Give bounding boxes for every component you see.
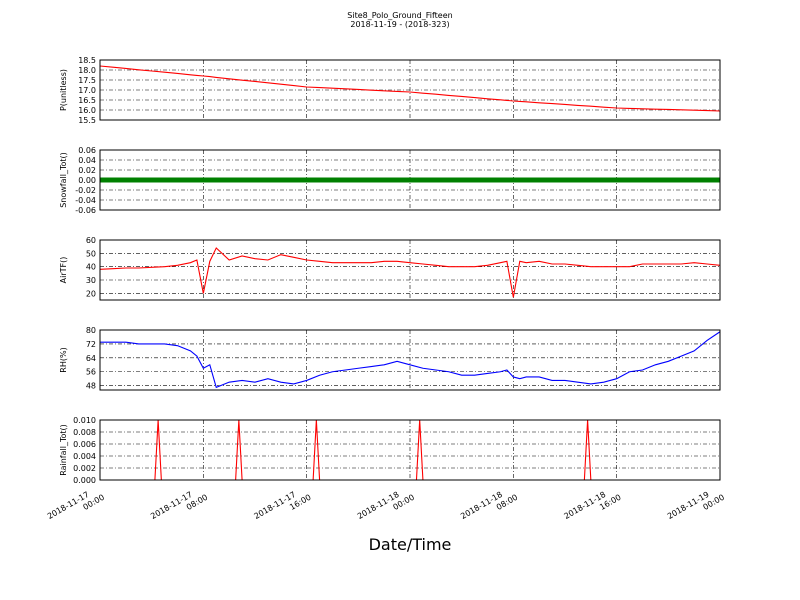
y-axis-label: AirTF() <box>59 257 68 284</box>
y-tick-label: 0.000 <box>73 476 96 485</box>
chart-title: Site8_Polo_Ground_Fifteen <box>347 11 452 20</box>
y-axis-label: RH(%) <box>59 347 68 372</box>
y-tick-label: -0.02 <box>75 186 96 195</box>
y-tick-label: 0.06 <box>78 146 96 155</box>
y-tick-label: 0.010 <box>73 416 96 425</box>
y-axis-label: P(unitless) <box>59 69 68 111</box>
y-tick-label: 0.004 <box>73 452 96 461</box>
data-line <box>99 247 721 298</box>
y-tick-label: 18.0 <box>78 66 96 75</box>
y-tick-label: 80 <box>86 326 96 335</box>
y-tick-label: 18.5 <box>78 56 96 65</box>
y-tick-label: 17.0 <box>78 86 96 95</box>
y-tick-label: 0.006 <box>73 440 96 449</box>
y-tick-label: 56 <box>86 368 96 377</box>
y-tick-label: 50 <box>86 249 96 258</box>
y-tick-label: 16.5 <box>78 96 96 105</box>
y-tick-label: 72 <box>86 340 96 349</box>
y-tick-label: 0.02 <box>78 166 96 175</box>
y-tick-label: 16.0 <box>78 106 96 115</box>
y-axis-label: Rainfall_Tot() <box>59 424 68 476</box>
y-tick-label: 0.04 <box>78 156 96 165</box>
y-tick-label: -0.06 <box>75 206 96 215</box>
y-tick-label: 15.5 <box>78 116 96 125</box>
y-tick-label: 64 <box>86 354 96 363</box>
chart-subtitle: 2018-11-19 - (2018-323) <box>350 20 449 29</box>
y-axis-label: Snowfall_Tot() <box>59 152 68 208</box>
y-tick-label: 0.008 <box>73 428 96 437</box>
y-tick-label: 0.00 <box>78 176 96 185</box>
y-tick-label: 20 <box>86 289 96 298</box>
y-tick-label: 40 <box>86 263 96 272</box>
y-tick-label: 0.002 <box>73 464 96 473</box>
y-tick-label: 17.5 <box>78 76 96 85</box>
axes-frame <box>99 59 721 121</box>
axes-frame <box>99 419 721 481</box>
y-tick-label: 60 <box>86 236 96 245</box>
data-line <box>99 65 721 112</box>
x-axis-label: Date/Time <box>369 535 452 554</box>
axes-frame <box>99 149 721 211</box>
y-tick-label: -0.04 <box>75 196 96 205</box>
axes-frame <box>99 239 721 301</box>
y-tick-label: 48 <box>86 382 96 391</box>
y-tick-label: 30 <box>86 276 96 285</box>
data-line <box>100 331 721 389</box>
axes-frame <box>99 329 721 391</box>
